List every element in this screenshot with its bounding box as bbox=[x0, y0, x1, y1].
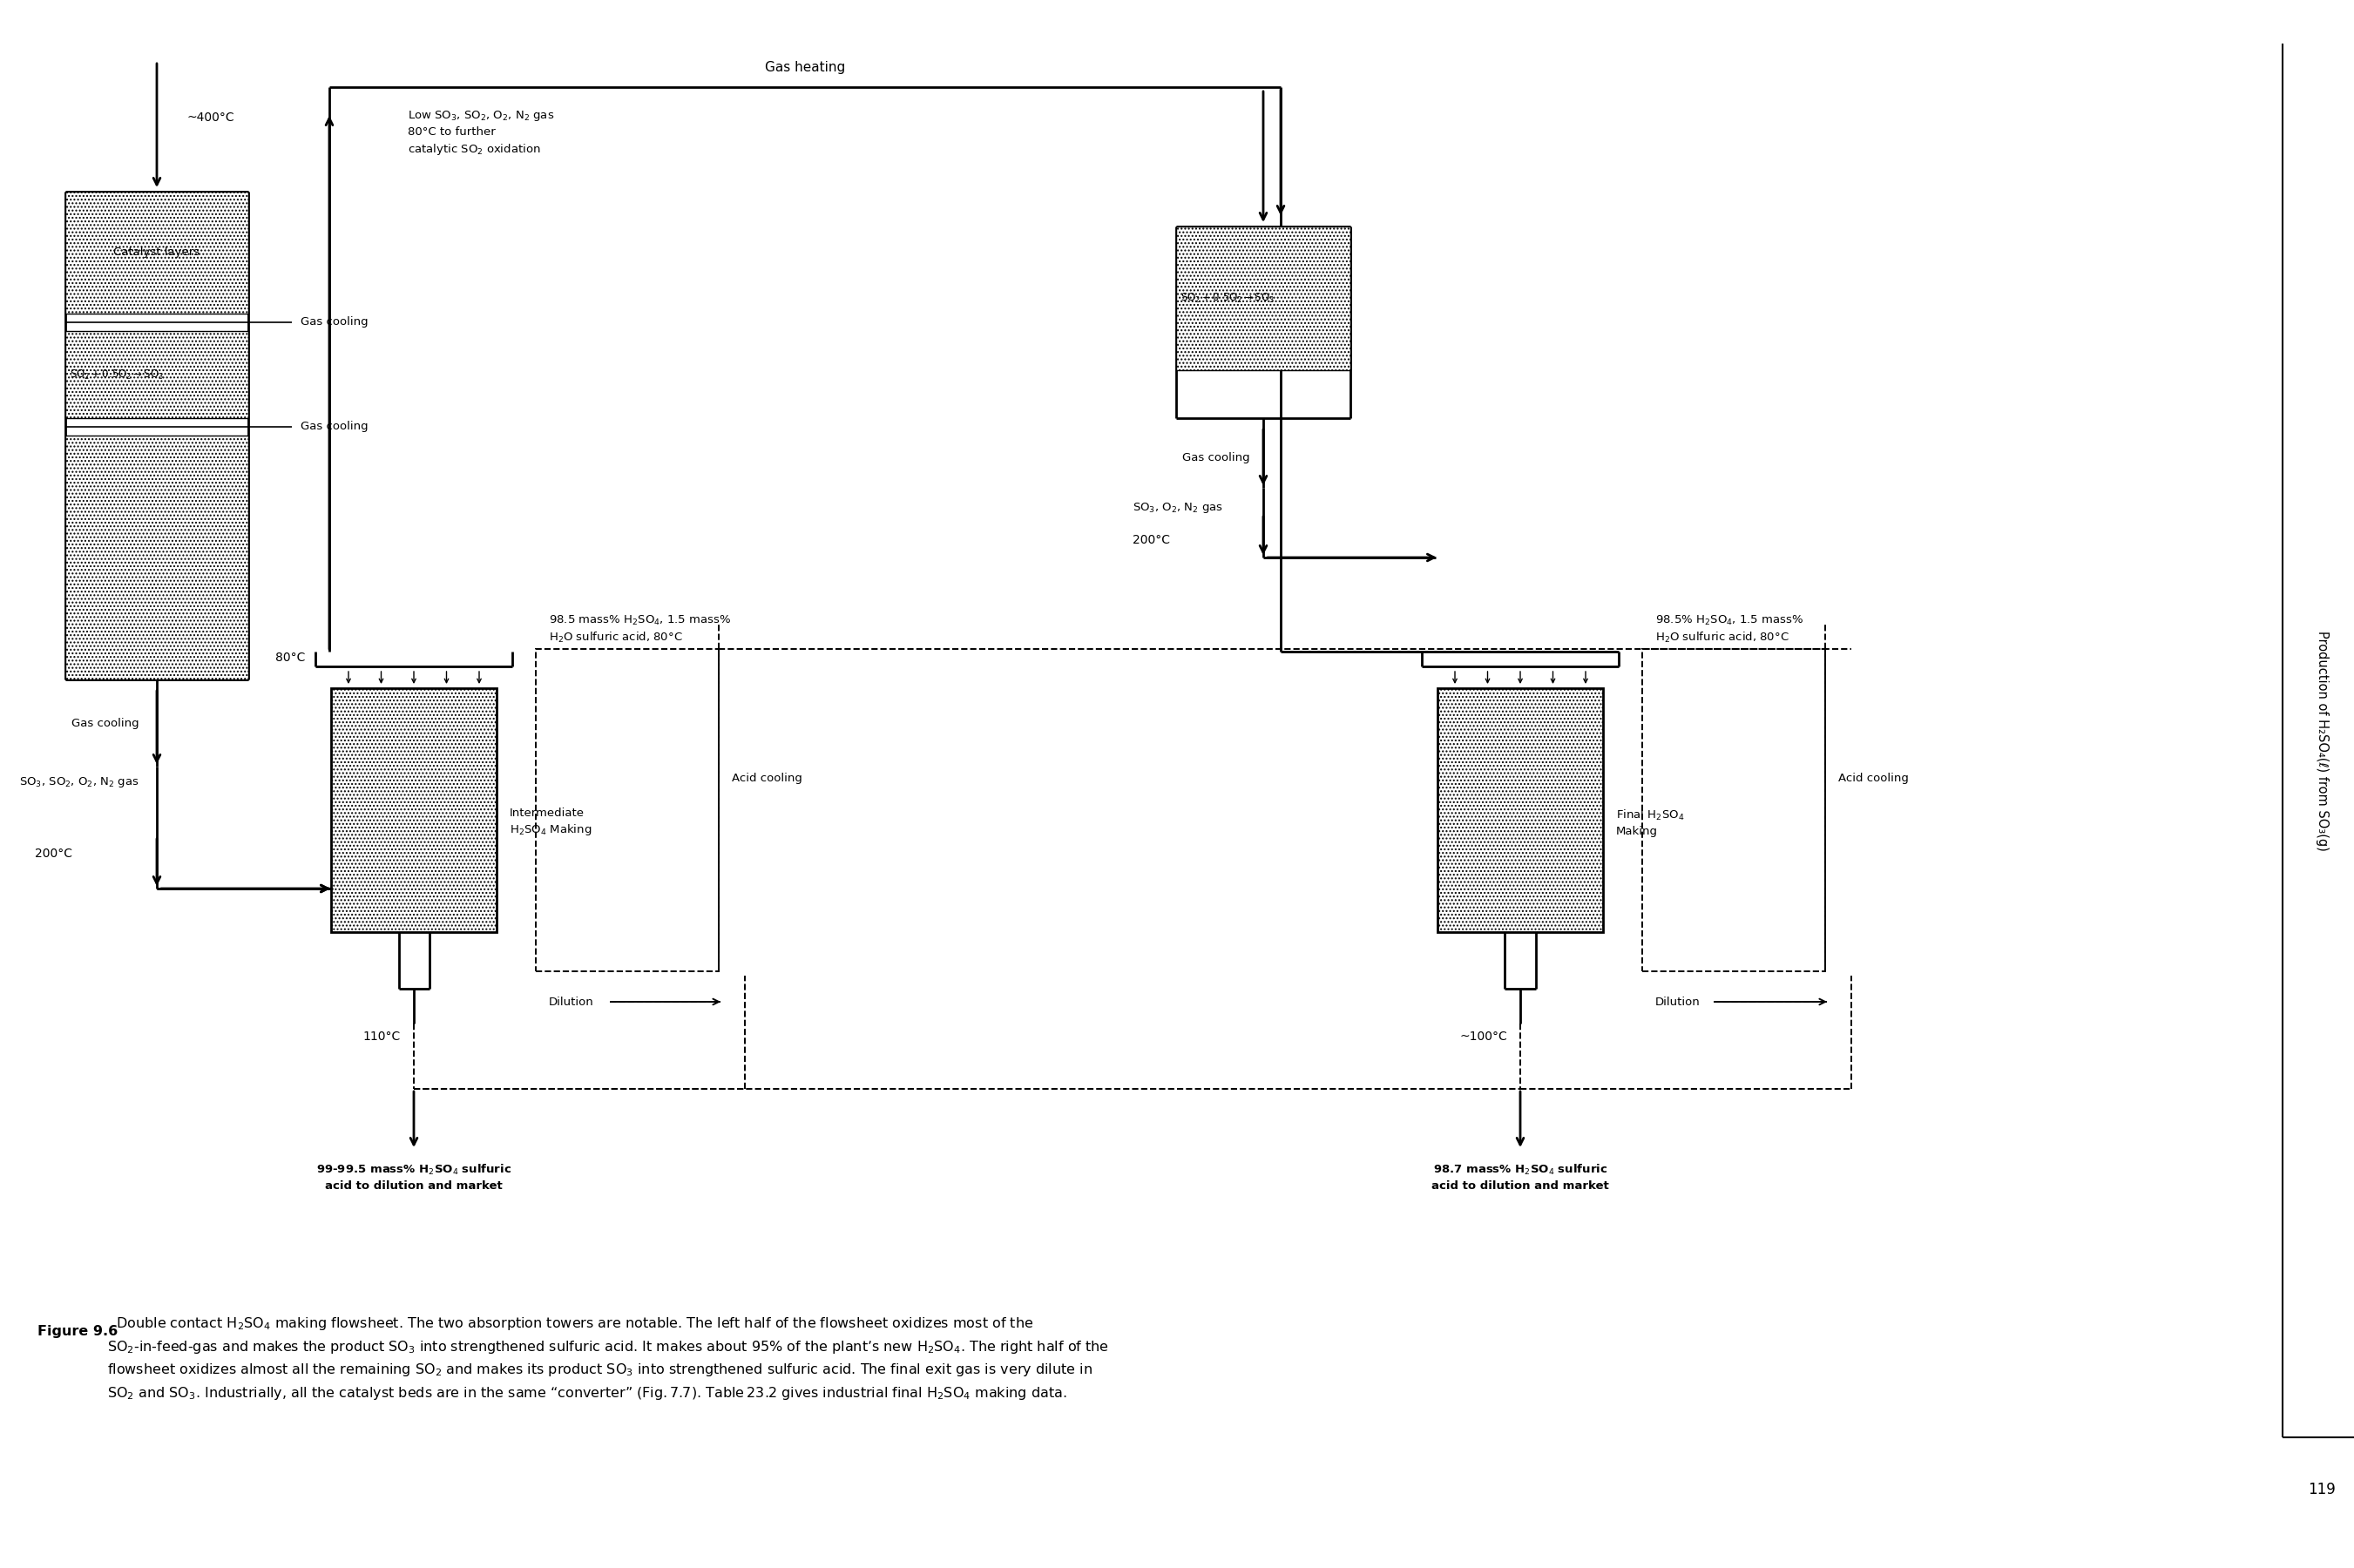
Text: Double contact H$_2$SO$_4$ making flowsheet. The two absorption towers are notab: Double contact H$_2$SO$_4$ making flowsh… bbox=[108, 1316, 1109, 1402]
Text: 80°C: 80°C bbox=[275, 652, 306, 663]
Bar bbox=[66, 436, 247, 679]
Text: Final H$_2$SO$_4$
Making: Final H$_2$SO$_4$ Making bbox=[1617, 808, 1685, 837]
Text: SO$_3$, O$_2$, N$_2$ gas: SO$_3$, O$_2$, N$_2$ gas bbox=[1132, 500, 1224, 514]
Text: 110°C: 110°C bbox=[363, 1030, 400, 1043]
Text: 98.5 mass% H$_2$SO$_4$, 1.5 mass%
H$_2$O sulfuric acid, 80°C: 98.5 mass% H$_2$SO$_4$, 1.5 mass% H$_2$O… bbox=[548, 613, 732, 644]
Bar bbox=[66, 191, 247, 314]
Bar bbox=[66, 331, 247, 419]
Bar bbox=[332, 688, 497, 931]
Text: Figure 9.6: Figure 9.6 bbox=[38, 1325, 118, 1338]
Text: Gas cooling: Gas cooling bbox=[301, 422, 367, 433]
Bar bbox=[1177, 226, 1351, 370]
Text: Dilution: Dilution bbox=[1655, 996, 1700, 1008]
Bar bbox=[1438, 688, 1603, 931]
Text: Acid cooling: Acid cooling bbox=[1838, 773, 1909, 784]
Text: ~400°C: ~400°C bbox=[188, 111, 235, 124]
Text: Intermediate
H$_2$SO$_4$ Making: Intermediate H$_2$SO$_4$ Making bbox=[511, 808, 591, 837]
Text: Low SO$_3$, SO$_2$, O$_2$, N$_2$ gas
80°C to further
catalytic SO$_2$ oxidation: Low SO$_3$, SO$_2$, O$_2$, N$_2$ gas 80°… bbox=[407, 108, 553, 157]
Text: Gas heating: Gas heating bbox=[765, 61, 845, 74]
Text: Dilution: Dilution bbox=[548, 996, 593, 1008]
Text: $\mathregular{SO_2+0.5O_2\rightarrow SO_3}$: $\mathregular{SO_2+0.5O_2\rightarrow SO_… bbox=[1179, 292, 1276, 304]
Text: SO$_3$, SO$_2$, O$_2$, N$_2$ gas: SO$_3$, SO$_2$, O$_2$, N$_2$ gas bbox=[19, 775, 139, 789]
Text: Production of H₂SO₄(ℓ) from SO₃(g): Production of H₂SO₄(ℓ) from SO₃(g) bbox=[2316, 630, 2328, 850]
Text: $\mathregular{SO_2+0.5O_2\rightarrow SO_3}$: $\mathregular{SO_2+0.5O_2\rightarrow SO_… bbox=[71, 368, 165, 381]
Bar bbox=[1643, 649, 1824, 971]
Text: Gas cooling: Gas cooling bbox=[71, 718, 139, 729]
Text: Gas cooling: Gas cooling bbox=[301, 317, 367, 328]
Bar bbox=[537, 649, 718, 971]
Text: ~100°C: ~100°C bbox=[1459, 1030, 1507, 1043]
Text: 200°C: 200°C bbox=[35, 848, 73, 859]
Text: 99-99.5 mass% H$_2$SO$_4$ sulfuric
acid to dilution and market: 99-99.5 mass% H$_2$SO$_4$ sulfuric acid … bbox=[315, 1163, 511, 1192]
Text: 200°C: 200°C bbox=[1132, 535, 1170, 546]
Text: 98.7 mass% H$_2$SO$_4$ sulfuric
acid to dilution and market: 98.7 mass% H$_2$SO$_4$ sulfuric acid to … bbox=[1431, 1163, 1610, 1192]
Text: Gas cooling: Gas cooling bbox=[1182, 452, 1250, 463]
Text: Acid cooling: Acid cooling bbox=[732, 773, 803, 784]
Text: 98.5% H$_2$SO$_4$, 1.5 mass%
H$_2$O sulfuric acid, 80°C: 98.5% H$_2$SO$_4$, 1.5 mass% H$_2$O sulf… bbox=[1655, 613, 1803, 644]
Text: Catalyst layers: Catalyst layers bbox=[113, 246, 200, 259]
Text: 119: 119 bbox=[2307, 1482, 2335, 1497]
